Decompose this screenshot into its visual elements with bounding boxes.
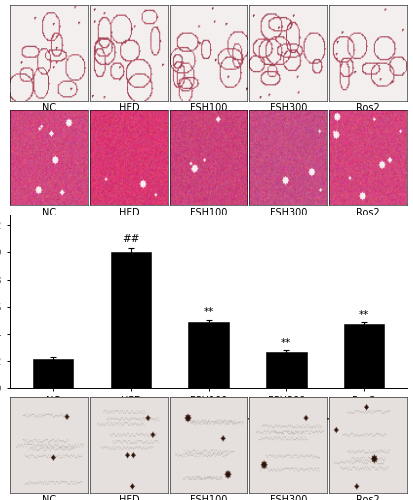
X-axis label: FSH300: FSH300 [270,102,307,113]
X-axis label: HFD: HFD [119,102,139,113]
Text: ##: ## [122,234,140,244]
X-axis label: NC: NC [42,208,56,218]
Text: **: ** [359,310,369,320]
Bar [111,252,151,388]
Bar [266,352,306,388]
X-axis label: Ros2: Ros2 [356,102,380,113]
X-axis label: FSH100: FSH100 [190,102,227,113]
X-axis label: FSH100: FSH100 [190,494,227,500]
Text: HFD: HFD [276,429,297,439]
Bar [188,322,229,388]
X-axis label: HFD: HFD [119,208,139,218]
X-axis label: NC: NC [42,494,56,500]
X-axis label: FSH100: FSH100 [190,208,227,218]
Text: **: ** [204,307,214,317]
X-axis label: Ros2: Ros2 [356,208,380,218]
X-axis label: HFD: HFD [119,494,139,500]
X-axis label: Ros2: Ros2 [356,494,380,500]
Bar [33,358,73,388]
Bar [344,324,384,388]
Text: **: ** [281,338,292,348]
X-axis label: NC: NC [42,102,56,113]
X-axis label: FSH300: FSH300 [270,208,307,218]
X-axis label: FSH300: FSH300 [270,494,307,500]
